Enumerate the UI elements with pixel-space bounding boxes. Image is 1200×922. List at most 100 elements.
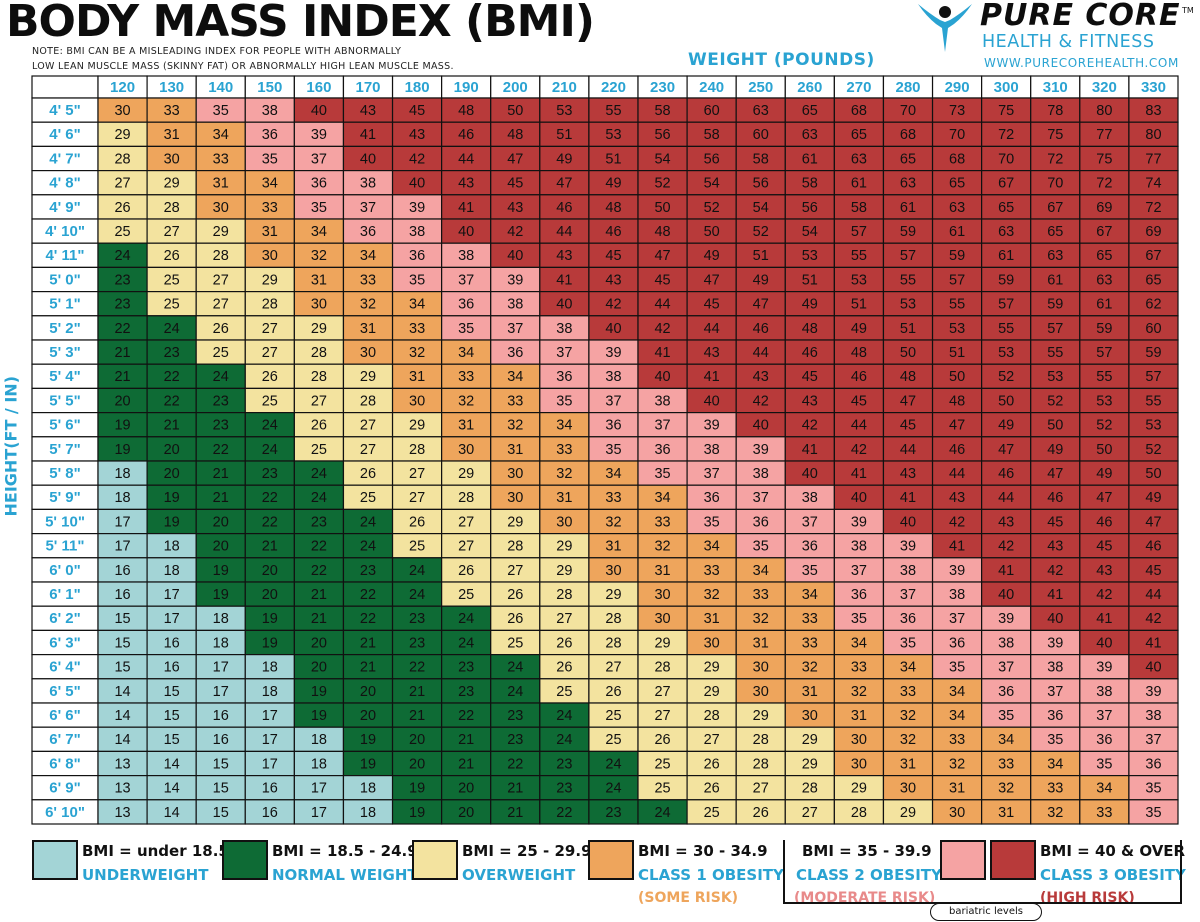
brand-url[interactable]: WWW.PURECOREHEALTH.COM bbox=[984, 56, 1179, 70]
height-tick-label: 5' 3" bbox=[49, 344, 81, 361]
bmi-value-label: 50 bbox=[900, 345, 916, 361]
bmi-cell bbox=[882, 678, 934, 704]
bmi-value-label: 22 bbox=[262, 514, 278, 530]
bmi-cell bbox=[195, 436, 246, 462]
brand-logo[interactable]: PURE CORE TM HEALTH & FITNESS WWW.PURECO… bbox=[914, 0, 1200, 74]
bmi-value-label: 72 bbox=[1096, 176, 1112, 192]
bmi-cell bbox=[833, 629, 885, 656]
bmi-value-label: 67 bbox=[998, 176, 1014, 192]
bmi-cell bbox=[1030, 339, 1081, 365]
bmi-cell bbox=[981, 460, 1032, 486]
bmi-value-label: 19 bbox=[114, 442, 130, 458]
bmi-value-label: 25 bbox=[605, 732, 621, 748]
bmi-cell bbox=[784, 97, 835, 123]
bmi-value-label: 24 bbox=[360, 539, 376, 555]
bmi-cell bbox=[1079, 412, 1130, 438]
bmi-value-label: 14 bbox=[114, 732, 130, 748]
bmi-value-label: 37 bbox=[507, 321, 523, 337]
bmi-value-label: 37 bbox=[1096, 708, 1112, 724]
bmi-value-label: 68 bbox=[900, 127, 916, 143]
bmi-value-label: 48 bbox=[507, 127, 523, 143]
bmi-value-label: 62 bbox=[1145, 297, 1161, 313]
height-label-cell bbox=[31, 484, 99, 511]
bmi-value-label: 27 bbox=[213, 272, 229, 288]
bmi-value-label: 21 bbox=[360, 635, 376, 651]
bmi-value-label: 21 bbox=[507, 805, 523, 821]
bmi-cell bbox=[686, 532, 737, 559]
bmi-cell bbox=[1030, 194, 1081, 220]
bmi-value-label: 20 bbox=[213, 539, 229, 555]
bmi-value-label: 50 bbox=[998, 393, 1014, 409]
bmi-value-label: 30 bbox=[458, 442, 474, 458]
note-line-1: NOTE: BMI CAN BE A MISLEADING INDEX FOR … bbox=[32, 46, 402, 57]
bmi-cell bbox=[882, 218, 934, 244]
bmi-value-label: 25 bbox=[213, 345, 229, 361]
bmi-value-label: 57 bbox=[998, 297, 1014, 313]
bmi-cell bbox=[981, 170, 1032, 196]
bmi-value-label: 42 bbox=[998, 539, 1014, 555]
bmi-value-label: 46 bbox=[605, 224, 621, 240]
bmi-value-label: 30 bbox=[507, 466, 523, 482]
bmi-cell bbox=[146, 581, 197, 607]
bmi-cell bbox=[1128, 605, 1179, 632]
bmi-value-label: 19 bbox=[409, 805, 425, 821]
bmi-value-label: 39 bbox=[753, 442, 769, 458]
bmi-value-label: 26 bbox=[704, 756, 720, 772]
bmi-value-label: 24 bbox=[311, 466, 327, 482]
bmi-value-label: 55 bbox=[1096, 369, 1112, 385]
bmi-value-label: 33 bbox=[1047, 781, 1063, 797]
bmi-value-label: 32 bbox=[900, 708, 916, 724]
bmi-value-label: 63 bbox=[753, 103, 769, 119]
bmi-cell bbox=[735, 97, 786, 123]
bmi-cell bbox=[1030, 218, 1081, 244]
bmi-value-label: 38 bbox=[949, 587, 965, 603]
bmi-value-label: 41 bbox=[1096, 611, 1112, 627]
bmi-cell bbox=[244, 291, 295, 317]
bmi-value-label: 29 bbox=[900, 805, 916, 821]
bmi-cell bbox=[882, 291, 934, 317]
bmi-value-label: 69 bbox=[1145, 224, 1161, 240]
bmi-value-label: 14 bbox=[164, 756, 180, 772]
bmi-cell bbox=[882, 363, 934, 390]
bmi-value-label: 33 bbox=[213, 151, 229, 167]
bmi-cell bbox=[833, 218, 885, 244]
bmi-value-label: 47 bbox=[556, 176, 572, 192]
bmi-value-label: 41 bbox=[949, 539, 965, 555]
bmi-value-label: 30 bbox=[654, 587, 670, 603]
bmi-value-label: 36 bbox=[1096, 732, 1112, 748]
bmi-cell bbox=[1030, 581, 1081, 607]
bmi-value-label: 37 bbox=[949, 611, 965, 627]
bmi-cell bbox=[97, 532, 148, 559]
bmi-value-label: 32 bbox=[360, 297, 376, 313]
bmi-value-label: 16 bbox=[164, 635, 180, 651]
bmi-value-label: 51 bbox=[900, 321, 916, 337]
bmi-cell bbox=[1128, 218, 1179, 244]
bmi-value-label: 27 bbox=[311, 393, 327, 409]
bmi-cell bbox=[342, 653, 394, 680]
bmi-cell bbox=[97, 339, 148, 365]
bmi-cell bbox=[833, 532, 885, 559]
bmi-cell bbox=[588, 774, 639, 801]
bmi-value-label: 17 bbox=[164, 611, 180, 627]
bmi-value-label: 65 bbox=[949, 176, 965, 192]
weight-tick-label: 280 bbox=[895, 79, 920, 96]
bmi-cell bbox=[1079, 315, 1130, 341]
bmi-value-label: 17 bbox=[164, 587, 180, 603]
bmi-value-label: 15 bbox=[114, 635, 130, 651]
legend-swatch bbox=[222, 840, 268, 880]
bmi-value-label: 35 bbox=[753, 539, 769, 555]
bmi-value-label: 40 bbox=[753, 418, 769, 434]
bmi-value-label: 22 bbox=[262, 490, 278, 506]
bmi-cell bbox=[981, 145, 1032, 172]
bmi-value-label: 21 bbox=[360, 660, 376, 676]
bmi-cell bbox=[293, 242, 345, 268]
bmi-value-label: 33 bbox=[1096, 805, 1112, 821]
bmi-value-label: 23 bbox=[311, 514, 327, 530]
bmi-cell bbox=[490, 774, 541, 801]
bmi-value-label: 65 bbox=[802, 103, 818, 119]
bmi-cell bbox=[981, 653, 1032, 680]
bmi-value-label: 49 bbox=[998, 418, 1014, 434]
bmi-value-label: 30 bbox=[949, 805, 965, 821]
bmi-value-label: 77 bbox=[1096, 127, 1112, 143]
bmi-cell bbox=[1079, 291, 1130, 317]
